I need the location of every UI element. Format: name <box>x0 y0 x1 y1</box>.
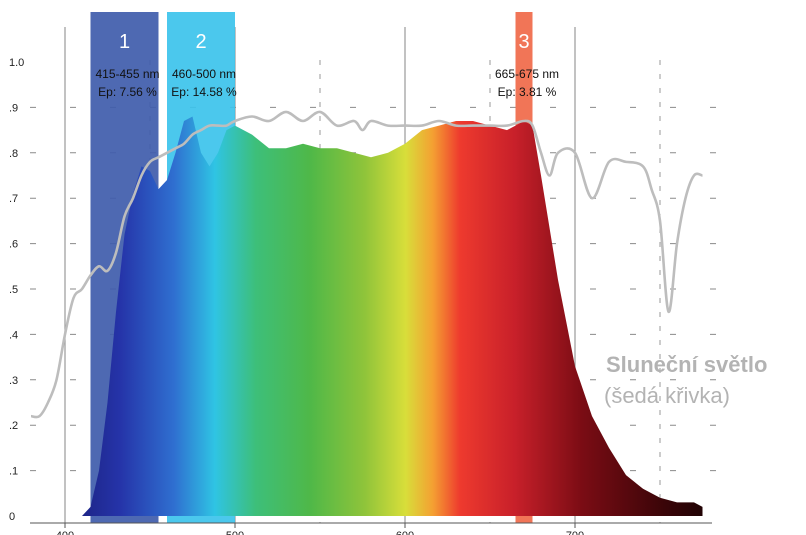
y-tick-label: .9 <box>9 102 18 114</box>
band-range-label: 460-500 nm <box>172 67 236 81</box>
legend-title: Sluneční světlo <box>606 352 768 377</box>
band-number: 2 <box>195 31 206 53</box>
y-tick-label: .8 <box>9 148 18 160</box>
x-tick-label: 500 <box>226 530 244 535</box>
y-axis: 0 .1 .2 .3 .4 .5 .6 .7 .8 .9 1.0 <box>9 57 24 523</box>
y-tick-label: .4 <box>9 329 18 341</box>
y-tick-label: .5 <box>9 284 18 296</box>
x-tick-label: 600 <box>396 530 414 535</box>
x-tick-label: 400 <box>56 530 74 535</box>
band-ep-label: Ep: 3.81 % <box>498 85 557 99</box>
band-range-label: 415-455 nm <box>95 67 159 81</box>
y-tick-label: 0 <box>9 511 15 523</box>
y-tick-label: .3 <box>9 375 18 387</box>
x-tick-label: 700 <box>566 530 584 535</box>
y-tick-label: 1.0 <box>9 57 24 69</box>
x-axis: 400 500 600 700 <box>56 523 584 535</box>
y-tick-label: .6 <box>9 239 18 251</box>
band-labels: 1 415-455 nm Ep: 7.56 % 2 460-500 nm Ep: 14.5… <box>95 31 559 99</box>
spectrum-area <box>82 116 703 516</box>
band-number: 1 <box>119 31 130 53</box>
band-number: 3 <box>518 31 529 53</box>
y-tick-label: .1 <box>9 466 18 478</box>
band-ep-label: Ep: 14.58 % <box>171 85 237 99</box>
band-ep-label: Ep: 7.56 % <box>98 85 157 99</box>
y-tick-label: .2 <box>9 420 18 432</box>
sunlight-curve <box>30 110 703 419</box>
legend-subtitle: (šedá křivka) <box>604 383 730 408</box>
y-tick-label: .7 <box>9 193 18 205</box>
band-range-label: 665-675 nm <box>495 67 559 81</box>
